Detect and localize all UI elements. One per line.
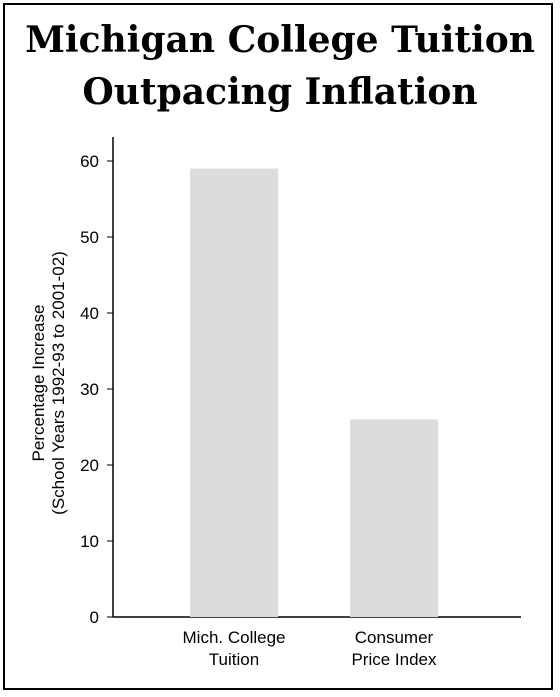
y-axis-label-line-2: (School Years 1992-93 to 2001-02) (49, 251, 68, 515)
y-axis-label-line-1: Percentage Increase (29, 305, 48, 462)
y-tick-label-30: 30 (80, 380, 99, 399)
y-tick-label-20: 20 (80, 456, 99, 475)
bar-1 (190, 168, 278, 617)
chart-title-line-2: Outpacing Inflation (82, 71, 478, 113)
x-category-label-2-line-2: Price Index (351, 650, 437, 669)
y-tick-label-40: 40 (80, 304, 99, 323)
chart-title-line-1: Michigan College Tuition (25, 19, 535, 61)
bar-2 (350, 419, 438, 617)
x-category-label-1-line-2: Tuition (209, 650, 259, 669)
chart-title: Michigan College Tuition Outpacing Infla… (0, 14, 560, 118)
y-tick-label-50: 50 (80, 228, 99, 247)
x-category-label-2-line-1: Consumer (355, 628, 434, 647)
y-tick-label-60: 60 (80, 152, 99, 171)
y-tick-label-0: 0 (90, 608, 99, 627)
y-axis-label: Percentage Increase (School Years 1992-9… (29, 251, 68, 515)
x-category-label-1-line-1: Mich. College (183, 628, 286, 647)
y-tick-label-10: 10 (80, 532, 99, 551)
